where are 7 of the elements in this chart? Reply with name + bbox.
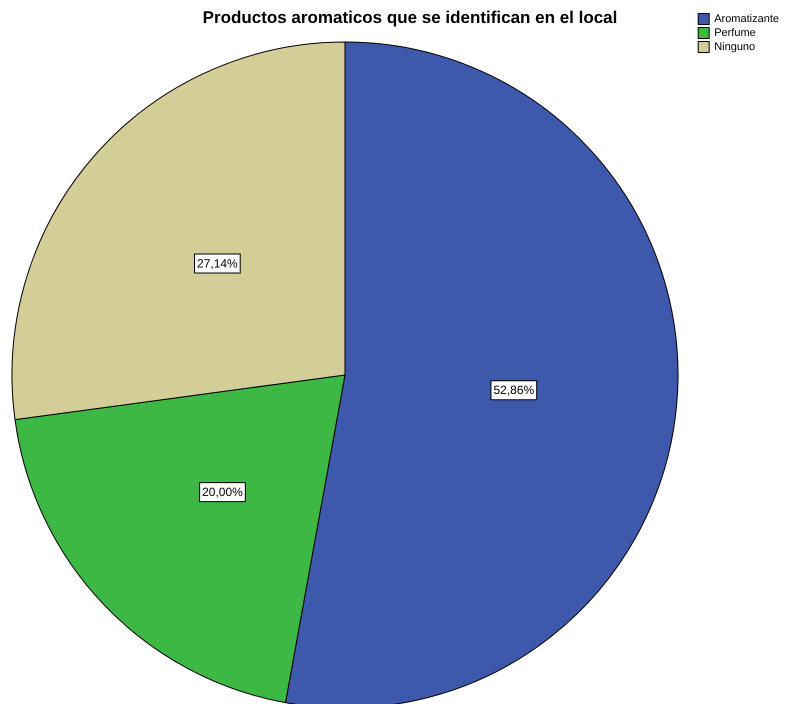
- data-label: 52,86%: [493, 383, 534, 398]
- legend-label: Aromatizante: [714, 13, 780, 25]
- legend-label: Perfume: [714, 27, 756, 39]
- data-label: 20,00%: [202, 485, 244, 500]
- legend-label: Ninguno: [714, 41, 756, 53]
- chart-title: Productos aromaticos que se identifican en el local: [202, 8, 618, 27]
- data-label: 27,14%: [197, 256, 238, 270]
